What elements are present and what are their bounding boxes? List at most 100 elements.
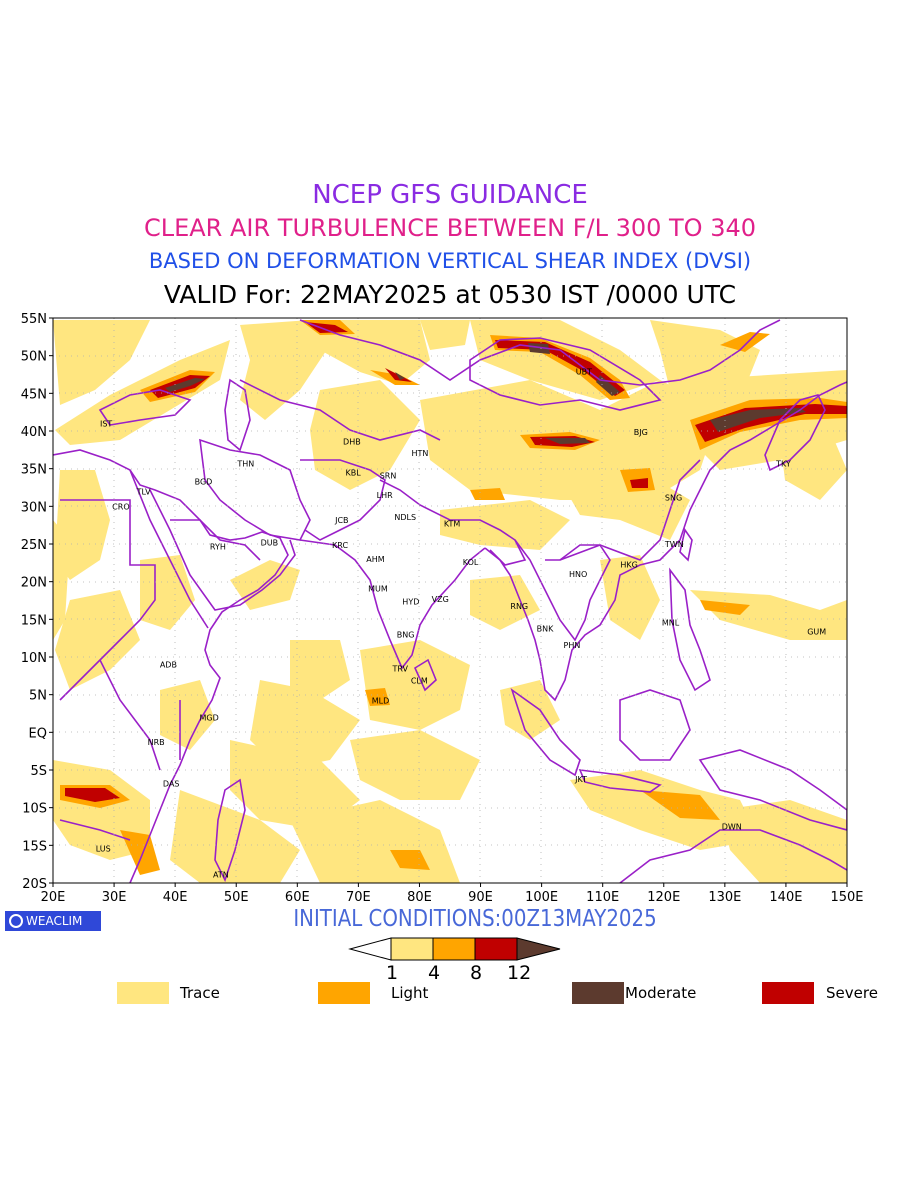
station-kbl: KBL	[345, 468, 361, 477]
lon-tick-label: 90E	[468, 890, 493, 905]
colorbar-tick-4: 4	[428, 962, 441, 984]
initial-conditions-label: INITIAL CONDITIONS:00Z13MAY2025	[293, 906, 657, 932]
title-line-3: BASED ON DEFORMATION VERTICAL SHEAR INDE…	[148, 249, 752, 273]
border-china-east	[559, 459, 701, 561]
lon-tick-label: 20E	[41, 890, 66, 905]
border-arabia-interior	[170, 519, 261, 561]
station-phn: PHN	[564, 641, 581, 650]
map-frame	[52, 317, 848, 884]
legend-trace-swatch	[117, 982, 169, 1004]
station-ahm: AHM	[366, 555, 384, 564]
lat-tick-label: EQ	[29, 726, 47, 741]
title-line-2: CLEAR AIR TURBULENCE BETWEEN F/L 300 TO …	[143, 214, 757, 242]
lon-tick-label: 30E	[102, 890, 127, 905]
lat-tick-label: 35N	[21, 463, 47, 478]
border-southeast-asia	[514, 539, 611, 642]
station-mum: MUM	[368, 584, 388, 593]
lat-tick-label: 5N	[29, 689, 47, 704]
valid-time-title: VALID For: 22MAY2025 at 0530 IST /0000 U…	[163, 280, 737, 309]
station-hyd: HYD	[402, 597, 419, 606]
station-dhb: DHB	[343, 438, 361, 447]
lon-tick-label: 150E	[830, 890, 863, 905]
lon-tick-label: 130E	[708, 890, 741, 905]
border-russia-china	[299, 319, 781, 386]
station-clm: CLM	[411, 676, 428, 685]
station-bgd: BGD	[195, 477, 213, 486]
colorbar-light-segment	[432, 937, 476, 961]
lat-tick-label: 20S	[22, 877, 47, 892]
station-dub: DUB	[261, 538, 279, 547]
station-nrb: NRB	[148, 738, 165, 747]
station-bnk: BNK	[537, 624, 554, 633]
coastline-black-sea	[98, 389, 192, 426]
station-mnl: MNL	[662, 618, 680, 627]
station-jkt: JKT	[574, 775, 587, 784]
lon-tick-label: 50E	[224, 890, 249, 905]
legend-moderate-label: Moderate	[625, 984, 697, 1002]
station-dwn: DWN	[722, 823, 742, 832]
station-gum: GUM	[807, 627, 826, 636]
logo-text: WEACLIM	[26, 914, 83, 928]
station-atn: ATN	[213, 871, 229, 880]
station-bjg: BJG	[634, 428, 648, 437]
lat-tick-label: 5S	[30, 764, 47, 779]
colorbar-tick-8: 8	[470, 962, 483, 984]
colorbar-tick-1: 1	[386, 962, 399, 984]
station-lus: LUS	[96, 844, 111, 853]
title-line-1: NCEP GFS GUIDANCE	[312, 180, 588, 210]
axis-ticks: 55N 50N 45N 40N 35N 30N 25N 20N 15N 10N 5N EQ 5S 10S 1…	[21, 312, 864, 905]
border-india-north	[379, 479, 527, 566]
station-vzg: VZG	[432, 595, 449, 604]
legend-light-label: Light	[391, 984, 429, 1002]
station-thn: THN	[236, 459, 254, 468]
lon-tick-label: 140E	[769, 890, 802, 905]
lat-tick-label: 10S	[22, 802, 47, 817]
station-hkg: HKG	[620, 560, 637, 569]
coastline-arabia	[149, 489, 296, 611]
lat-tick-label: 10N	[21, 651, 47, 666]
station-ktm: KTM	[444, 520, 461, 529]
station-cro: CRO	[112, 502, 129, 511]
station-lhr: LHR	[377, 491, 393, 500]
legend-moderate-swatch	[572, 982, 624, 1004]
lat-lon-grid	[53, 318, 847, 883]
coastline-red-sea	[129, 469, 209, 629]
colorbar-low-arrow	[348, 937, 392, 961]
coastline-bay-bengal-sea	[484, 381, 847, 702]
station-ryh: RYH	[210, 542, 226, 551]
coastline-madagascar	[214, 778, 246, 883]
moderate-areas	[165, 343, 806, 444]
lat-tick-label: 20N	[21, 576, 47, 591]
coastline-caspian	[224, 378, 251, 452]
border-afghanistan-pakistan	[300, 459, 386, 541]
coastline-java	[578, 769, 662, 793]
coastline-india	[299, 539, 486, 670]
lon-tick-label: 110E	[586, 890, 619, 905]
lon-tick-label: 60E	[285, 890, 310, 905]
lat-tick-label: 30N	[21, 500, 47, 515]
coastline-mediterranean-africa	[53, 449, 289, 883]
station-sng: SNG	[665, 493, 682, 502]
colorbar-high-arrow	[516, 937, 561, 961]
station-ist: IST	[100, 419, 112, 428]
lat-tick-label: 45N	[21, 387, 47, 402]
lat-tick-label: 40N	[21, 425, 47, 440]
lat-tick-label: 15S	[22, 839, 47, 854]
station-das: DAS	[163, 780, 180, 789]
colorbar-tick-12: 12	[507, 962, 532, 984]
lat-tick-label: 25N	[21, 538, 47, 553]
legend-light-swatch	[318, 982, 370, 1004]
country-boundaries	[53, 319, 847, 883]
lon-tick-label: 120E	[647, 890, 680, 905]
station-jcb: JCB	[334, 516, 348, 525]
lon-tick-label: 100E	[525, 890, 558, 905]
lon-tick-label: 40E	[163, 890, 188, 905]
station-bng: BNG	[397, 630, 415, 639]
station-hno: HNO	[569, 570, 587, 579]
station-trv: TRV	[392, 664, 409, 673]
station-rng: RNG	[510, 602, 528, 611]
lon-tick-label: 80E	[407, 890, 432, 905]
station-labels: IST TLV CRO BGD THN RYH DUB DHB KBL SRN HTN LHR JCB N…	[96, 367, 827, 879]
coastline-borneo	[619, 689, 691, 761]
colorbar	[348, 937, 561, 961]
